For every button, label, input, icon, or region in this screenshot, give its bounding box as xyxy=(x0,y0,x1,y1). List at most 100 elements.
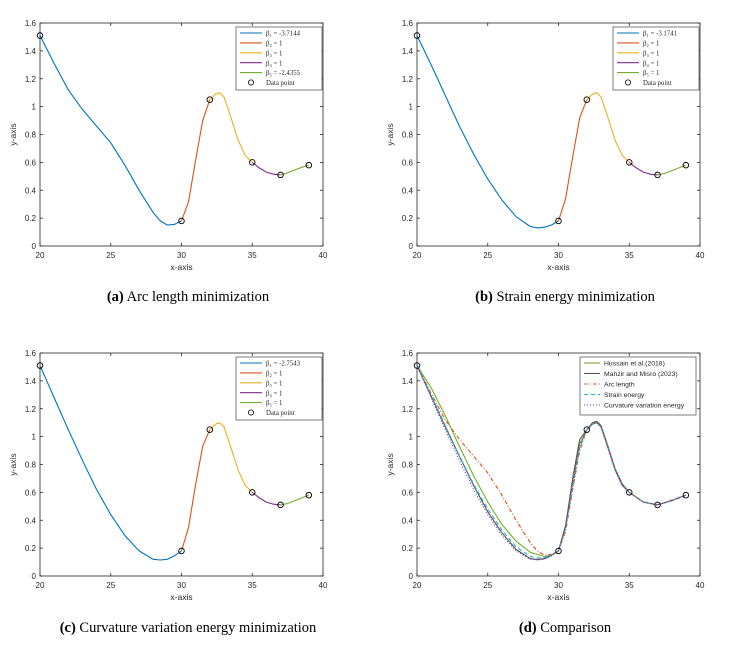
data-point-marker xyxy=(206,426,214,433)
chart-c: 20 25 30 35 40 0 0.2 0.4 0.6 0.8 1 1.2 1.4 1.6 x-axis y… xyxy=(8,349,328,602)
panel-d: 20 25 30 35 40 0 0.2 0.4 0.6 0.8 1 1.2 1.4 1.6 x-axis y… xyxy=(377,330,753,656)
legend-label: β₅ = 1 xyxy=(266,400,282,407)
data-point-marker xyxy=(305,161,313,169)
series-line xyxy=(180,429,211,552)
series-line xyxy=(180,99,211,222)
series-line xyxy=(657,164,686,176)
x-tick-label: 25 xyxy=(106,251,115,260)
y-tick-label: 1 xyxy=(32,103,37,112)
y-tick-label: 1 xyxy=(409,103,414,112)
caption-c: (c) Curvature variation energy minimizat… xyxy=(0,620,376,637)
data-point-marker xyxy=(583,426,591,433)
legend-label: Curvature variation energy xyxy=(604,403,685,410)
caption-b-title: Strain energy minimization xyxy=(496,289,655,305)
caption-a-label: (a) xyxy=(106,289,124,305)
data-point-marker xyxy=(277,171,284,179)
y-tick-label: 0.6 xyxy=(402,488,414,497)
x-axis-label: x-axis xyxy=(547,262,569,272)
y-tick-label: 0.4 xyxy=(402,516,414,525)
series-line xyxy=(628,161,658,176)
legend-label: Data point xyxy=(266,80,295,87)
legend-label: Strain energy xyxy=(604,392,645,399)
caption-c-label: (c) xyxy=(59,620,76,636)
data-point-marker xyxy=(178,547,185,555)
series-line xyxy=(557,99,588,222)
x-tick-label: 20 xyxy=(36,251,45,260)
y-tick-label: 0 xyxy=(409,572,414,581)
y-axis-label: y-axis xyxy=(8,123,18,145)
x-tick-label: 35 xyxy=(625,251,634,260)
data-point-marker xyxy=(248,489,256,496)
data-point-marker xyxy=(583,96,591,103)
x-axis-label: x-axis xyxy=(547,592,569,602)
y-tick-label: 1.2 xyxy=(25,405,37,414)
data-point-marker xyxy=(654,171,661,179)
legend-label: β₄ = 1 xyxy=(266,60,282,67)
caption-a: (a) Arc length minimization xyxy=(0,289,376,306)
x-tick-label: 25 xyxy=(106,581,115,590)
caption-d: (d) Comparison xyxy=(377,620,753,637)
y-tick-label: 1.2 xyxy=(402,75,414,84)
y-tick-label: 1.4 xyxy=(402,47,414,56)
legend-label: β₁ = -3.7144 xyxy=(266,31,301,38)
x-tick-label: 40 xyxy=(319,251,328,260)
data-point-marker xyxy=(413,32,421,39)
data-point-marker xyxy=(206,96,214,103)
panel-c: 20 25 30 35 40 0 0.2 0.4 0.6 0.8 1 1.2 1.4 1.6 x-axis y… xyxy=(0,330,376,656)
y-tick-label: 0.6 xyxy=(25,488,37,497)
legend-marker xyxy=(247,79,254,86)
y-tick-label: 1 xyxy=(32,433,37,442)
series-line xyxy=(416,365,686,556)
y-tick-label: 1.6 xyxy=(402,19,414,28)
series-line xyxy=(39,365,182,561)
data-point-marker xyxy=(555,217,562,225)
y-tick-label: 1.4 xyxy=(25,377,37,386)
data-point-marker xyxy=(277,501,284,509)
data-point-marker xyxy=(625,159,633,166)
legend-label: β₁ = -3.1741 xyxy=(643,31,677,38)
series-line xyxy=(416,365,686,559)
x-tick-label: 35 xyxy=(625,581,634,590)
x-axis-label: x-axis xyxy=(170,262,192,272)
legend-box xyxy=(612,26,700,91)
legend-box xyxy=(235,26,323,91)
series-line xyxy=(416,365,686,561)
x-axis-label: x-axis xyxy=(170,592,192,602)
data-point-marker xyxy=(413,362,421,369)
y-tick-label: 0.2 xyxy=(25,214,37,223)
y-axis-label: y-axis xyxy=(8,453,18,475)
data-point-marker xyxy=(682,161,690,169)
y-tick-label: 0.6 xyxy=(25,158,37,167)
legend-box xyxy=(235,356,323,421)
caption-d-label: (d) xyxy=(518,620,537,636)
legend-label: Data point xyxy=(643,80,672,87)
x-tick-label: 40 xyxy=(319,581,328,590)
y-tick-label: 0.2 xyxy=(402,544,414,553)
panel-b: 20 25 30 35 40 0 0.2 0.4 0.6 0.8 1 1.2 1.4 1.6 x-axis y… xyxy=(377,0,753,326)
chart-b: 20 25 30 35 40 0 0.2 0.4 0.6 0.8 1 1.2 1.4 1.6 x-axis y… xyxy=(385,19,705,272)
series-line xyxy=(416,35,559,229)
y-tick-label: 0.2 xyxy=(25,544,37,553)
caption-b-label: (b) xyxy=(475,289,493,305)
caption-c-title: Curvature variation energy minimization xyxy=(79,620,317,636)
chart-a: 20 25 30 35 40 0 0.2 0.4 0.6 0.8 1 1.2 1.4 1.6 x-axis y… xyxy=(8,19,328,272)
legend-label: β₅ = -2.4355 xyxy=(266,70,301,77)
x-tick-label: 30 xyxy=(554,581,563,590)
y-tick-label: 1 xyxy=(409,433,414,442)
x-tick-label: 35 xyxy=(248,251,257,260)
data-point-marker xyxy=(248,159,256,166)
legend-label: Mahzir and Misro (2023) xyxy=(604,371,678,378)
x-tick-label: 30 xyxy=(177,581,186,590)
y-tick-label: 1.2 xyxy=(25,75,37,84)
data-point-marker xyxy=(36,362,44,369)
data-point-marker xyxy=(555,547,562,555)
legend-label: Data point xyxy=(266,410,295,417)
y-tick-label: 1.6 xyxy=(25,19,37,28)
x-tick-label: 30 xyxy=(177,251,186,260)
series-line xyxy=(280,494,309,506)
y-tick-label: 1.2 xyxy=(402,405,414,414)
y-tick-label: 0.4 xyxy=(402,186,414,195)
legend-marker xyxy=(247,409,254,416)
series-line xyxy=(251,491,281,506)
caption-d-title: Comparison xyxy=(540,620,612,636)
